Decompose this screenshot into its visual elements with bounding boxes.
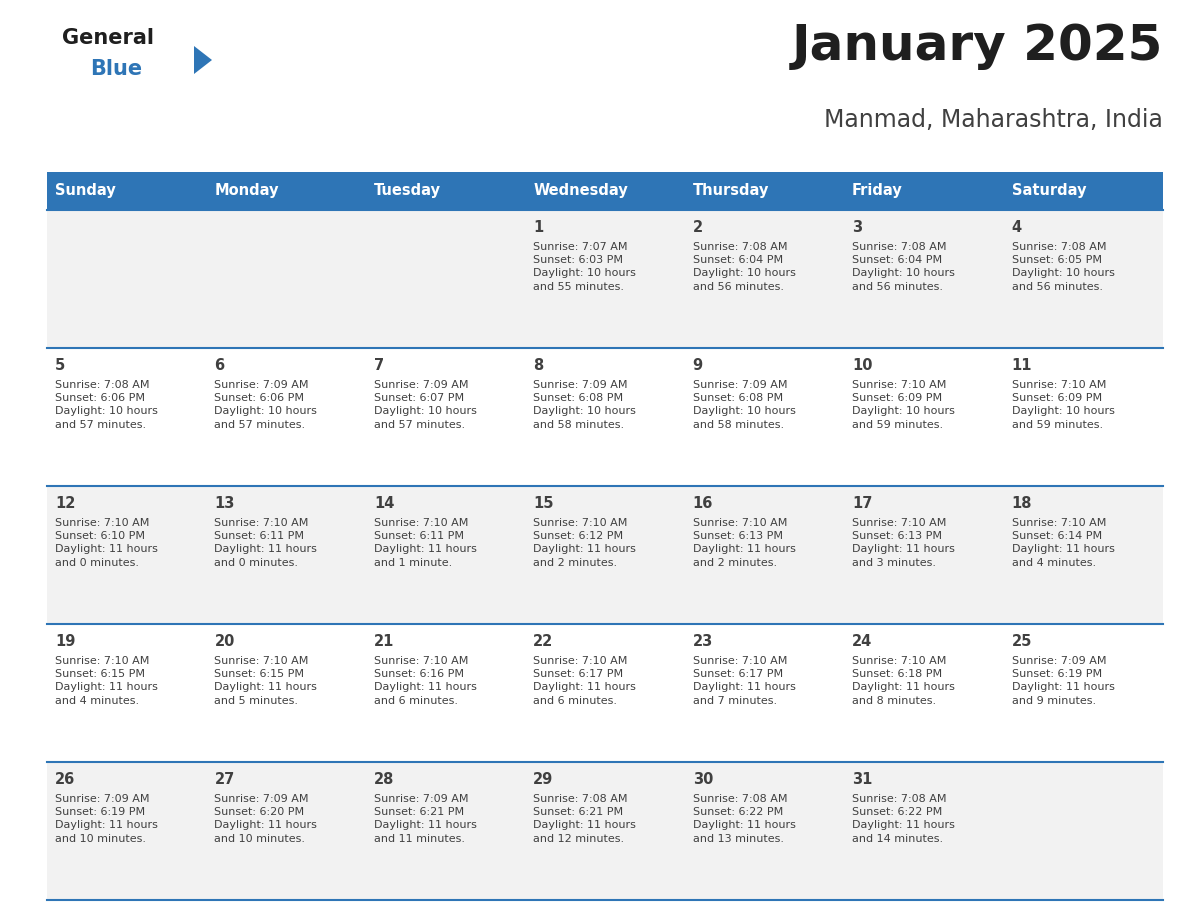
Text: Sunrise: 7:10 AM
Sunset: 6:13 PM
Daylight: 11 hours
and 3 minutes.: Sunrise: 7:10 AM Sunset: 6:13 PM Dayligh… xyxy=(852,518,955,568)
Text: 7: 7 xyxy=(374,358,384,373)
Text: Sunrise: 7:09 AM
Sunset: 6:20 PM
Daylight: 11 hours
and 10 minutes.: Sunrise: 7:09 AM Sunset: 6:20 PM Dayligh… xyxy=(214,794,317,844)
Bar xyxy=(48,210,1163,348)
Text: Saturday: Saturday xyxy=(1011,184,1086,198)
Text: 26: 26 xyxy=(55,772,75,787)
Text: 30: 30 xyxy=(693,772,713,787)
Text: Sunrise: 7:10 AM
Sunset: 6:09 PM
Daylight: 10 hours
and 59 minutes.: Sunrise: 7:10 AM Sunset: 6:09 PM Dayligh… xyxy=(1011,380,1114,430)
Text: 12: 12 xyxy=(55,496,75,510)
Text: Sunrise: 7:10 AM
Sunset: 6:17 PM
Daylight: 11 hours
and 7 minutes.: Sunrise: 7:10 AM Sunset: 6:17 PM Dayligh… xyxy=(693,655,796,706)
Text: 18: 18 xyxy=(1011,496,1032,510)
Text: 11: 11 xyxy=(1011,358,1032,373)
Text: 16: 16 xyxy=(693,496,713,510)
Bar xyxy=(207,172,366,210)
Text: 2: 2 xyxy=(693,219,703,235)
Text: Sunrise: 7:10 AM
Sunset: 6:11 PM
Daylight: 11 hours
and 0 minutes.: Sunrise: 7:10 AM Sunset: 6:11 PM Dayligh… xyxy=(214,518,317,568)
Text: 14: 14 xyxy=(374,496,394,510)
Text: 27: 27 xyxy=(214,772,235,787)
Text: Sunrise: 7:09 AM
Sunset: 6:07 PM
Daylight: 10 hours
and 57 minutes.: Sunrise: 7:09 AM Sunset: 6:07 PM Dayligh… xyxy=(374,380,476,430)
Text: 31: 31 xyxy=(852,772,872,787)
Bar xyxy=(48,348,1163,486)
Text: 1: 1 xyxy=(533,219,543,235)
Text: Sunrise: 7:10 AM
Sunset: 6:13 PM
Daylight: 11 hours
and 2 minutes.: Sunrise: 7:10 AM Sunset: 6:13 PM Dayligh… xyxy=(693,518,796,568)
Bar xyxy=(525,172,684,210)
Bar xyxy=(48,762,1163,900)
Text: 21: 21 xyxy=(374,633,394,649)
Text: 8: 8 xyxy=(533,358,543,373)
Text: Sunrise: 7:10 AM
Sunset: 6:10 PM
Daylight: 11 hours
and 0 minutes.: Sunrise: 7:10 AM Sunset: 6:10 PM Dayligh… xyxy=(55,518,158,568)
Text: Sunrise: 7:10 AM
Sunset: 6:12 PM
Daylight: 11 hours
and 2 minutes.: Sunrise: 7:10 AM Sunset: 6:12 PM Dayligh… xyxy=(533,518,636,568)
Text: Sunrise: 7:08 AM
Sunset: 6:04 PM
Daylight: 10 hours
and 56 minutes.: Sunrise: 7:08 AM Sunset: 6:04 PM Dayligh… xyxy=(693,241,796,292)
Text: Sunrise: 7:09 AM
Sunset: 6:08 PM
Daylight: 10 hours
and 58 minutes.: Sunrise: 7:09 AM Sunset: 6:08 PM Dayligh… xyxy=(693,380,796,430)
Text: Sunday: Sunday xyxy=(55,184,115,198)
Bar xyxy=(48,172,207,210)
Text: Blue: Blue xyxy=(90,59,143,79)
Text: 29: 29 xyxy=(533,772,554,787)
Text: Thursday: Thursday xyxy=(693,184,769,198)
Text: Sunrise: 7:08 AM
Sunset: 6:21 PM
Daylight: 11 hours
and 12 minutes.: Sunrise: 7:08 AM Sunset: 6:21 PM Dayligh… xyxy=(533,794,636,844)
Text: Sunrise: 7:09 AM
Sunset: 6:08 PM
Daylight: 10 hours
and 58 minutes.: Sunrise: 7:09 AM Sunset: 6:08 PM Dayligh… xyxy=(533,380,636,430)
Text: Sunrise: 7:10 AM
Sunset: 6:09 PM
Daylight: 10 hours
and 59 minutes.: Sunrise: 7:10 AM Sunset: 6:09 PM Dayligh… xyxy=(852,380,955,430)
Polygon shape xyxy=(194,46,211,74)
Text: 24: 24 xyxy=(852,633,872,649)
Text: Sunrise: 7:10 AM
Sunset: 6:15 PM
Daylight: 11 hours
and 5 minutes.: Sunrise: 7:10 AM Sunset: 6:15 PM Dayligh… xyxy=(214,655,317,706)
Bar xyxy=(366,172,525,210)
Bar xyxy=(845,172,1004,210)
Text: 17: 17 xyxy=(852,496,872,510)
Text: Sunrise: 7:08 AM
Sunset: 6:22 PM
Daylight: 11 hours
and 14 minutes.: Sunrise: 7:08 AM Sunset: 6:22 PM Dayligh… xyxy=(852,794,955,844)
Text: Sunrise: 7:07 AM
Sunset: 6:03 PM
Daylight: 10 hours
and 55 minutes.: Sunrise: 7:07 AM Sunset: 6:03 PM Dayligh… xyxy=(533,241,636,292)
Text: Sunrise: 7:10 AM
Sunset: 6:18 PM
Daylight: 11 hours
and 8 minutes.: Sunrise: 7:10 AM Sunset: 6:18 PM Dayligh… xyxy=(852,655,955,706)
Text: Sunrise: 7:10 AM
Sunset: 6:14 PM
Daylight: 11 hours
and 4 minutes.: Sunrise: 7:10 AM Sunset: 6:14 PM Dayligh… xyxy=(1011,518,1114,568)
Text: 5: 5 xyxy=(55,358,65,373)
Text: Sunrise: 7:08 AM
Sunset: 6:04 PM
Daylight: 10 hours
and 56 minutes.: Sunrise: 7:08 AM Sunset: 6:04 PM Dayligh… xyxy=(852,241,955,292)
Text: 19: 19 xyxy=(55,633,75,649)
Bar xyxy=(48,624,1163,762)
Text: General: General xyxy=(62,28,154,48)
Text: 6: 6 xyxy=(214,358,225,373)
Text: Wednesday: Wednesday xyxy=(533,184,628,198)
Text: Sunrise: 7:09 AM
Sunset: 6:21 PM
Daylight: 11 hours
and 11 minutes.: Sunrise: 7:09 AM Sunset: 6:21 PM Dayligh… xyxy=(374,794,476,844)
Text: 10: 10 xyxy=(852,358,873,373)
Text: Sunrise: 7:09 AM
Sunset: 6:06 PM
Daylight: 10 hours
and 57 minutes.: Sunrise: 7:09 AM Sunset: 6:06 PM Dayligh… xyxy=(214,380,317,430)
Text: 23: 23 xyxy=(693,633,713,649)
Text: 20: 20 xyxy=(214,633,235,649)
Text: 25: 25 xyxy=(1011,633,1032,649)
Bar xyxy=(1004,172,1163,210)
Text: Sunrise: 7:10 AM
Sunset: 6:15 PM
Daylight: 11 hours
and 4 minutes.: Sunrise: 7:10 AM Sunset: 6:15 PM Dayligh… xyxy=(55,655,158,706)
Text: Sunrise: 7:08 AM
Sunset: 6:06 PM
Daylight: 10 hours
and 57 minutes.: Sunrise: 7:08 AM Sunset: 6:06 PM Dayligh… xyxy=(55,380,158,430)
Text: Sunrise: 7:09 AM
Sunset: 6:19 PM
Daylight: 11 hours
and 9 minutes.: Sunrise: 7:09 AM Sunset: 6:19 PM Dayligh… xyxy=(1011,655,1114,706)
Text: Sunrise: 7:08 AM
Sunset: 6:22 PM
Daylight: 11 hours
and 13 minutes.: Sunrise: 7:08 AM Sunset: 6:22 PM Dayligh… xyxy=(693,794,796,844)
Text: 4: 4 xyxy=(1011,219,1022,235)
Text: Monday: Monday xyxy=(214,184,279,198)
Bar xyxy=(684,172,845,210)
Text: 9: 9 xyxy=(693,358,703,373)
Text: Sunrise: 7:10 AM
Sunset: 6:11 PM
Daylight: 11 hours
and 1 minute.: Sunrise: 7:10 AM Sunset: 6:11 PM Dayligh… xyxy=(374,518,476,568)
Text: 28: 28 xyxy=(374,772,394,787)
Text: Sunrise: 7:08 AM
Sunset: 6:05 PM
Daylight: 10 hours
and 56 minutes.: Sunrise: 7:08 AM Sunset: 6:05 PM Dayligh… xyxy=(1011,241,1114,292)
Text: 13: 13 xyxy=(214,496,235,510)
Text: 22: 22 xyxy=(533,633,554,649)
Text: Sunrise: 7:10 AM
Sunset: 6:17 PM
Daylight: 11 hours
and 6 minutes.: Sunrise: 7:10 AM Sunset: 6:17 PM Dayligh… xyxy=(533,655,636,706)
Text: Manmad, Maharashtra, India: Manmad, Maharashtra, India xyxy=(824,108,1163,132)
Text: Sunrise: 7:10 AM
Sunset: 6:16 PM
Daylight: 11 hours
and 6 minutes.: Sunrise: 7:10 AM Sunset: 6:16 PM Dayligh… xyxy=(374,655,476,706)
Bar xyxy=(48,486,1163,624)
Text: January 2025: January 2025 xyxy=(791,22,1163,70)
Text: Sunrise: 7:09 AM
Sunset: 6:19 PM
Daylight: 11 hours
and 10 minutes.: Sunrise: 7:09 AM Sunset: 6:19 PM Dayligh… xyxy=(55,794,158,844)
Text: 15: 15 xyxy=(533,496,554,510)
Text: Friday: Friday xyxy=(852,184,903,198)
Text: 3: 3 xyxy=(852,219,862,235)
Text: Tuesday: Tuesday xyxy=(374,184,441,198)
